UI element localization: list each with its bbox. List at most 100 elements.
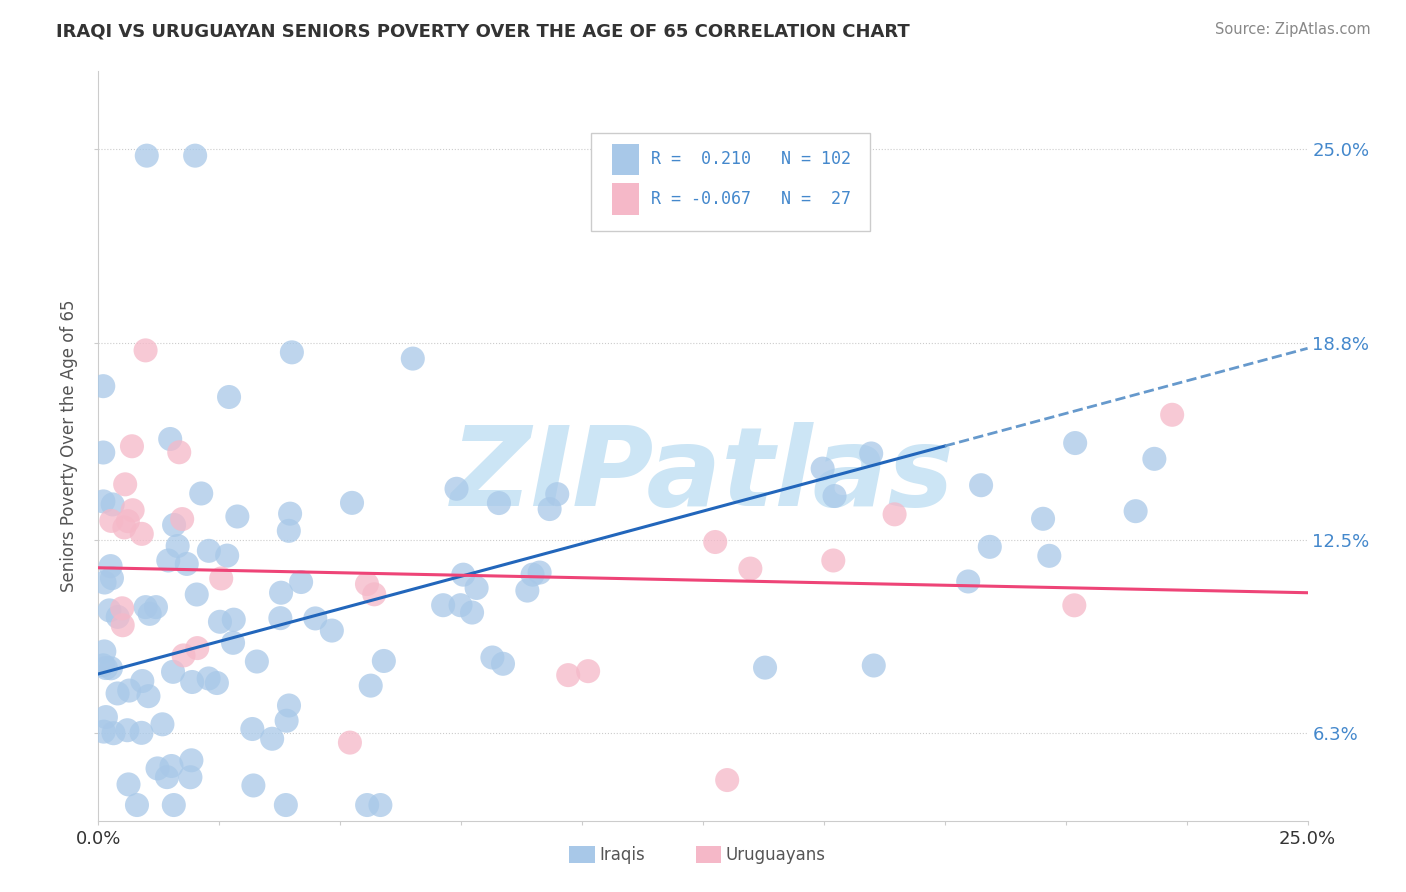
Point: [91, 658, 114, 673]
Point: [101, 571, 124, 585]
Point: [135, 343, 157, 358]
Point: [167, 445, 190, 459]
Point: [970, 478, 993, 492]
Point: [94, 661, 117, 675]
Point: [121, 439, 143, 453]
Point: [205, 676, 228, 690]
Point: [135, 149, 157, 163]
Point: [93, 494, 115, 508]
Point: [1064, 436, 1087, 450]
Point: [278, 507, 301, 521]
Point: [1032, 512, 1054, 526]
Point: [121, 503, 143, 517]
Y-axis label: Seniors Poverty Over the Age of 65: Seniors Poverty Over the Age of 65: [60, 300, 79, 592]
Point: [240, 722, 263, 736]
Point: [117, 777, 139, 791]
Point: [94, 710, 117, 724]
Point: [242, 779, 264, 793]
Point: [173, 648, 195, 663]
Point: [198, 544, 221, 558]
Point: [186, 641, 208, 656]
Bar: [613, 183, 638, 215]
Point: [492, 657, 515, 671]
Point: [321, 624, 343, 638]
Point: [339, 735, 361, 749]
Point: [100, 559, 122, 574]
Point: [488, 496, 510, 510]
Point: [101, 497, 124, 511]
Point: [340, 496, 363, 510]
Point: [107, 686, 129, 700]
Point: [356, 798, 378, 813]
Point: [823, 553, 845, 567]
Point: [179, 770, 201, 784]
Point: [979, 540, 1001, 554]
Point: [98, 603, 121, 617]
Point: [209, 572, 232, 586]
Point: [522, 567, 544, 582]
Point: [450, 598, 472, 612]
Point: [704, 535, 727, 549]
Point: [218, 390, 240, 404]
Point: [157, 553, 180, 567]
Point: [276, 714, 298, 728]
Text: ZIPatlas: ZIPatlas: [451, 423, 955, 530]
Point: [226, 509, 249, 524]
Point: [208, 615, 231, 629]
Point: [246, 655, 269, 669]
Point: [111, 601, 134, 615]
Bar: [613, 144, 638, 175]
Point: [156, 770, 179, 784]
Point: [100, 514, 122, 528]
Point: [373, 654, 395, 668]
Point: [190, 486, 212, 500]
Text: R =  0.210   N = 102: R = 0.210 N = 102: [651, 150, 851, 169]
Point: [277, 524, 299, 538]
Point: [1161, 408, 1184, 422]
Text: IRAQI VS URUGUAYAN SENIORS POVERTY OVER THE AGE OF 65 CORRELATION CHART: IRAQI VS URUGUAYAN SENIORS POVERTY OVER …: [56, 22, 910, 40]
Point: [176, 557, 198, 571]
Point: [107, 610, 129, 624]
Point: [446, 482, 468, 496]
Point: [451, 567, 474, 582]
Point: [862, 658, 884, 673]
Point: [1038, 549, 1060, 563]
Point: [186, 587, 208, 601]
Point: [145, 600, 167, 615]
Point: [546, 487, 568, 501]
Point: [217, 549, 239, 563]
Point: [180, 753, 202, 767]
Point: [125, 798, 148, 813]
Point: [860, 446, 883, 460]
Point: [184, 149, 207, 163]
FancyBboxPatch shape: [591, 133, 870, 231]
Point: [754, 660, 776, 674]
Point: [957, 574, 980, 589]
Point: [111, 618, 134, 632]
Point: [100, 661, 122, 675]
Point: [274, 798, 297, 813]
Point: [138, 689, 160, 703]
Point: [1125, 504, 1147, 518]
Point: [716, 772, 738, 788]
Point: [222, 613, 245, 627]
Point: [278, 698, 301, 713]
Point: [146, 761, 169, 775]
Point: [159, 432, 181, 446]
Point: [162, 665, 184, 679]
Point: [93, 575, 115, 590]
Point: [1143, 451, 1166, 466]
Point: [114, 477, 136, 491]
Point: [481, 650, 503, 665]
Point: [222, 636, 245, 650]
Point: [262, 731, 284, 746]
Point: [304, 611, 326, 625]
Point: [402, 351, 425, 366]
Point: [461, 606, 484, 620]
Point: [538, 502, 561, 516]
Point: [131, 726, 153, 740]
Point: [290, 574, 312, 589]
Point: [172, 512, 194, 526]
Point: [163, 518, 186, 533]
Text: R = -0.067   N =  27: R = -0.067 N = 27: [651, 190, 851, 208]
